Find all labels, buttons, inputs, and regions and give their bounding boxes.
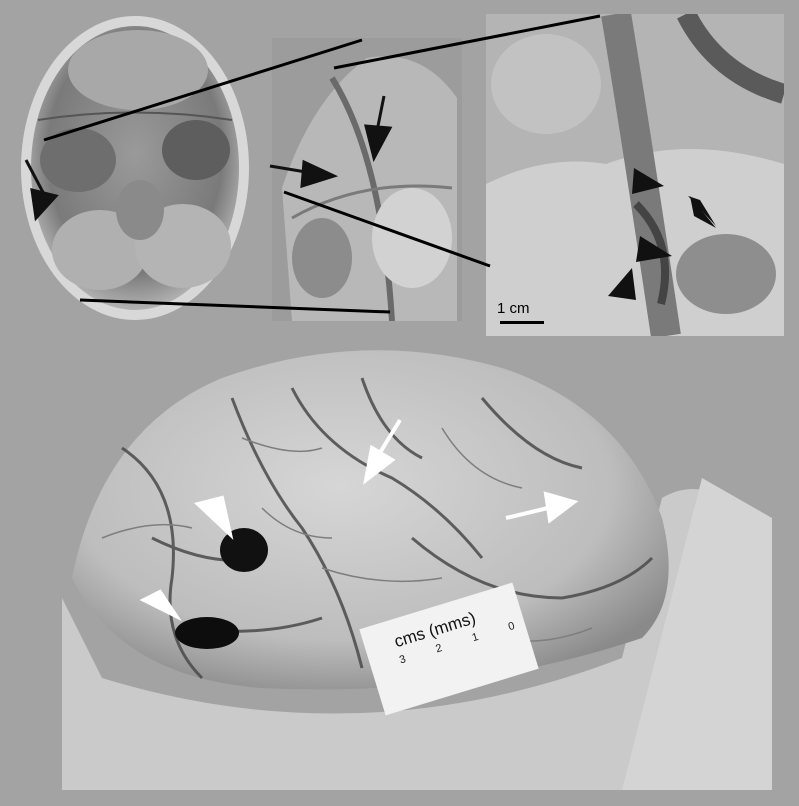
skull-base-panel — [18, 10, 252, 322]
skull-base-photo-icon — [18, 10, 252, 322]
leader-line-4 — [283, 190, 491, 268]
white-arrowhead-icon-2 — [139, 589, 182, 622]
white-arrowhead-icon-1 — [193, 495, 234, 540]
black-arrow-icon-1 — [30, 188, 59, 222]
leader-line-2 — [79, 298, 391, 314]
dural-detail-panel — [272, 38, 462, 321]
arrowhead-icon-4 — [608, 268, 636, 300]
black-arrow-icon-2 — [300, 159, 339, 189]
dura-closeup-photo-icon — [272, 38, 462, 321]
ruler-tick: 2 — [434, 642, 444, 656]
brain-autopsy-photo-icon — [62, 338, 772, 790]
leader-line-1 — [43, 38, 363, 142]
arrowhead-icon-1 — [632, 168, 664, 194]
scale-bar-label: 1 cm — [497, 300, 530, 317]
arrowhead-icon-3 — [636, 236, 672, 262]
white-arrow-icon-2 — [543, 491, 579, 524]
scale-bar — [500, 321, 544, 324]
black-arrow-icon-3 — [364, 124, 393, 163]
brain-surface-panel — [62, 338, 772, 790]
ruler-tick: 1 — [470, 631, 480, 645]
white-arrow-icon-1 — [363, 444, 396, 485]
leader-line-3 — [333, 14, 601, 70]
